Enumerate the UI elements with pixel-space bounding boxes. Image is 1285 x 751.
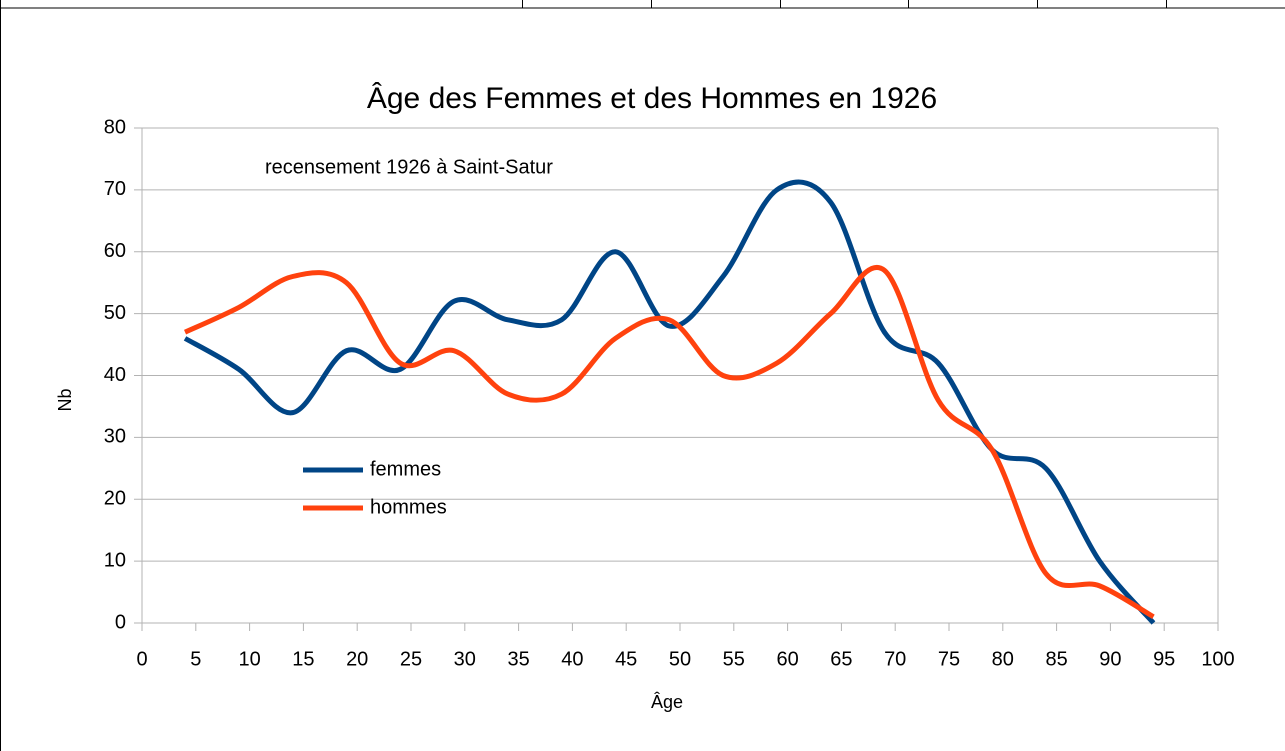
x-tick-label: 5 <box>190 648 201 670</box>
y-tick-label: 40 <box>104 364 126 386</box>
x-tick-label: 85 <box>1045 648 1067 670</box>
x-tick-label: 100 <box>1201 648 1234 670</box>
y-tick-label: 0 <box>115 611 126 633</box>
x-tick-label: 10 <box>238 648 260 670</box>
x-tick-label: 65 <box>830 648 852 670</box>
x-tick-label: 30 <box>454 648 476 670</box>
x-tick-label: 55 <box>723 648 745 670</box>
y-tick-label: 60 <box>104 240 126 262</box>
chart-title: Âge des Femmes et des Hommes en 1926 <box>367 82 937 115</box>
x-axis-label: Âge <box>651 692 683 712</box>
x-tick-label: 60 <box>776 648 798 670</box>
y-tick-label: 50 <box>104 302 126 324</box>
y-tick-label: 70 <box>104 178 126 200</box>
y-tick-label: 80 <box>104 116 126 138</box>
y-tick-label: 10 <box>104 549 126 571</box>
x-tick-label: 0 <box>136 648 147 670</box>
x-tick-label: 75 <box>938 648 960 670</box>
x-tick-label: 80 <box>992 648 1014 670</box>
x-tick-label: 40 <box>561 648 583 670</box>
series-line <box>183 265 1155 619</box>
series-line <box>183 179 1156 625</box>
x-tick-label: 70 <box>884 648 906 670</box>
legend-label: hommes <box>370 496 447 518</box>
y-tick-label: 30 <box>104 426 126 448</box>
annotation: recensement 1926 à Saint-Satur <box>265 156 553 178</box>
x-tick-label: 45 <box>615 648 637 670</box>
x-tick-label: 15 <box>292 648 314 670</box>
y-tick-label: 20 <box>104 488 126 510</box>
x-tick-label: 95 <box>1153 648 1175 670</box>
x-tick-label: 90 <box>1099 648 1121 670</box>
x-tick-label: 35 <box>507 648 529 670</box>
legend-label: femmes <box>370 458 441 480</box>
x-tick-label: 25 <box>400 648 422 670</box>
y-axis-label: Nb <box>55 388 75 411</box>
x-tick-label: 20 <box>346 648 368 670</box>
x-tick-label: 50 <box>669 648 691 670</box>
